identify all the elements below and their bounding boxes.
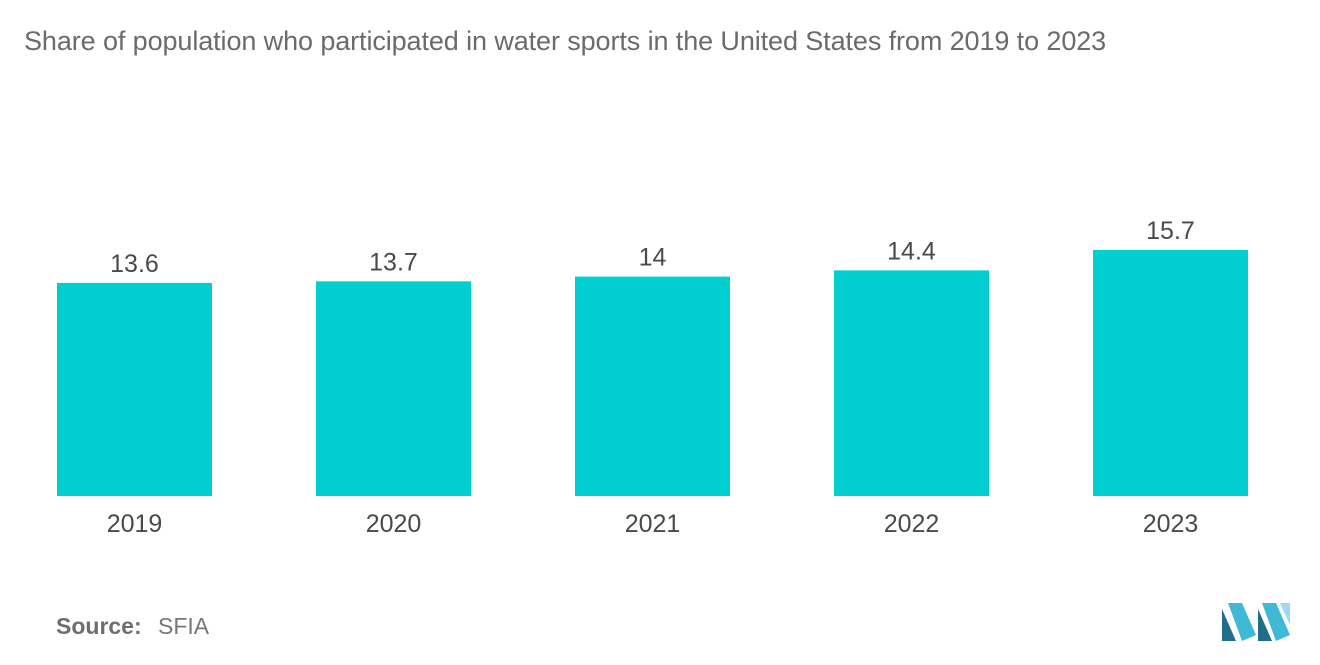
- x-tick-label-2020: 2020: [366, 510, 422, 538]
- x-tick-label-2019: 2019: [107, 510, 163, 538]
- bar-2023: [1093, 250, 1248, 496]
- bar-2019: [57, 282, 212, 496]
- bar-2022: [834, 270, 989, 496]
- data-label-2022: 14.4: [887, 237, 936, 265]
- chart-title: Share of population who participated in …: [24, 26, 1107, 56]
- source-note: Source: SFIA: [56, 613, 209, 640]
- mordor-intelligence-logo-icon: [1222, 603, 1290, 641]
- x-tick-label-2023: 2023: [1143, 510, 1199, 538]
- x-tick-label-2022: 2022: [884, 510, 940, 538]
- source-label: Source:: [56, 613, 142, 639]
- data-label-2021: 14: [639, 244, 667, 272]
- data-label-2023: 15.7: [1146, 217, 1195, 245]
- source-value: SFIA: [158, 613, 210, 639]
- data-label-2019: 13.6: [110, 250, 159, 278]
- data-label-2020: 13.7: [369, 248, 418, 276]
- bar-2020: [316, 281, 471, 496]
- x-tick-label-2021: 2021: [625, 510, 681, 538]
- bar-2021: [575, 276, 730, 496]
